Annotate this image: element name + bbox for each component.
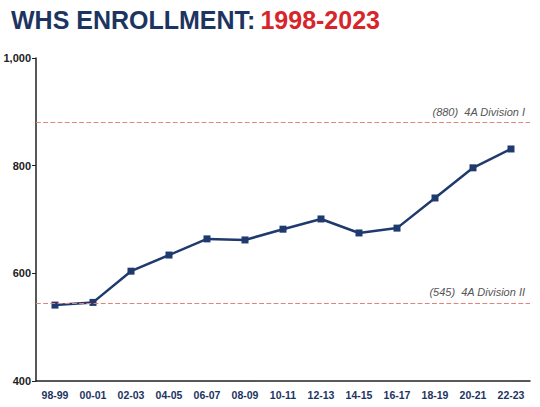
svg-text:600: 600 bbox=[13, 267, 31, 279]
svg-text:10-11: 10-11 bbox=[270, 389, 296, 401]
svg-text:(880) 4A Division I: (880) 4A Division I bbox=[432, 106, 525, 118]
svg-text:22-23: 22-23 bbox=[498, 389, 525, 401]
svg-text:02-03: 02-03 bbox=[118, 389, 145, 401]
svg-text:08-09: 08-09 bbox=[232, 389, 259, 401]
svg-text:14-15: 14-15 bbox=[346, 389, 373, 401]
svg-text:00-01: 00-01 bbox=[80, 389, 107, 401]
svg-text:(545) 4A Division II: (545) 4A Division II bbox=[429, 286, 525, 298]
svg-text:98-99: 98-99 bbox=[42, 389, 69, 401]
svg-text:06-07: 06-07 bbox=[194, 389, 221, 401]
svg-text:1998-2023: 1998-2023 bbox=[260, 6, 380, 34]
svg-text:400: 400 bbox=[13, 375, 31, 387]
svg-text:16-17: 16-17 bbox=[384, 389, 411, 401]
svg-text:04-05: 04-05 bbox=[156, 389, 183, 401]
svg-text:800: 800 bbox=[13, 160, 31, 172]
svg-text:WHS ENROLLMENT:: WHS ENROLLMENT: bbox=[11, 6, 255, 34]
svg-text:18-19: 18-19 bbox=[422, 389, 449, 401]
svg-text:1,000: 1,000 bbox=[3, 52, 31, 64]
svg-text:20-21: 20-21 bbox=[460, 389, 487, 401]
svg-text:12-13: 12-13 bbox=[308, 389, 335, 401]
